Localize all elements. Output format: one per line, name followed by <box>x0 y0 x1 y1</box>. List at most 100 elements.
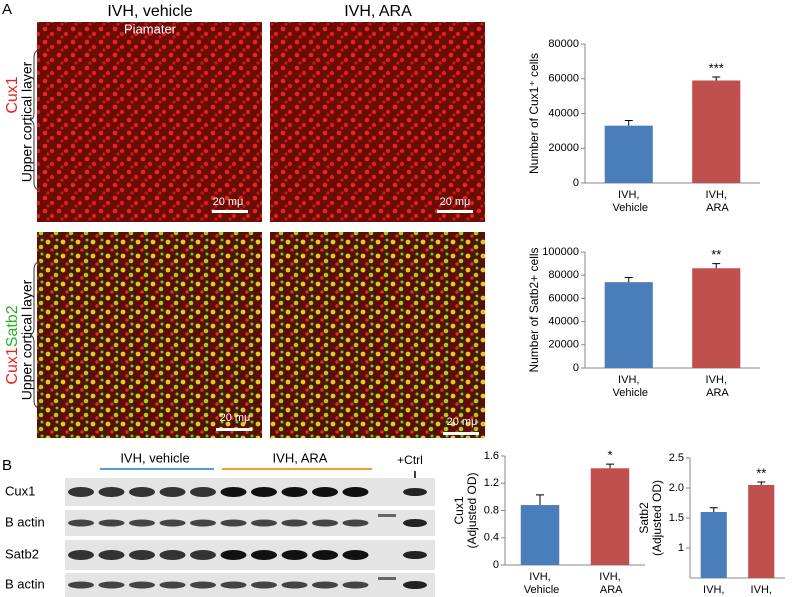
blot-band <box>251 550 277 560</box>
error-bar <box>709 507 718 512</box>
y-axis-label: (Adjusted OD) <box>465 472 479 548</box>
error-bar <box>757 481 766 485</box>
significance: ** <box>756 465 766 480</box>
x-tick-label: IVH, ARA <box>704 374 730 399</box>
blot-band <box>342 487 369 497</box>
blot-band <box>68 550 94 560</box>
blot-band <box>190 487 216 497</box>
micrograph <box>37 22 262 222</box>
blot-strip <box>65 478 435 506</box>
blot-band <box>220 550 247 560</box>
bar <box>590 468 630 565</box>
blot-band <box>281 550 308 560</box>
x-tick-label: IVH, ARA <box>597 571 623 596</box>
blot-band <box>281 519 308 527</box>
blot-band <box>220 581 247 589</box>
blot-band <box>159 581 186 589</box>
blot-band <box>403 488 427 496</box>
y-axis-label: Satb2 <box>637 502 651 534</box>
y-axis-label: (Adjusted OD) <box>650 480 664 556</box>
row-region: Upper cortical layer <box>19 61 35 182</box>
blot-band <box>251 581 277 589</box>
error-bar <box>712 76 721 81</box>
x-tick-label: IVH, ARA <box>704 189 730 214</box>
blot-band <box>98 519 125 527</box>
y-tick-label: 60000 <box>548 73 579 85</box>
blot-band <box>403 519 427 527</box>
y-tick-label: 0 <box>573 177 579 189</box>
scale-bars: 20 mμ 20 mμ 20 mμ 20 mμ <box>212 196 479 435</box>
micrograph <box>37 232 262 438</box>
micrograph <box>270 232 485 438</box>
bar <box>692 268 741 368</box>
y-axis-label: Number of Cux1⁺ cells <box>527 53 541 174</box>
x-tick-label: IVH, Vehicle <box>521 571 560 596</box>
scale-bar-label: 20 mμ <box>440 196 471 208</box>
y-tick-label: 0 <box>493 559 499 571</box>
blot-band <box>190 550 216 560</box>
blot-band <box>342 519 369 527</box>
blot-strip <box>65 573 435 597</box>
blot-band <box>129 487 155 497</box>
row-marker: Cux1 <box>4 347 21 384</box>
blot-band <box>251 519 277 527</box>
blot-band <box>342 581 369 589</box>
y-tick-label: 1.5 <box>669 512 684 524</box>
control-label: +Ctrl <box>397 453 423 467</box>
brace <box>29 261 41 409</box>
y-axis-label: Number of Satb2+ cells <box>527 247 541 372</box>
y-tick-label: 20000 <box>548 339 579 351</box>
blot-band <box>98 581 125 589</box>
bar <box>604 282 653 368</box>
row-marker: Cux1 <box>4 76 21 113</box>
error-bar <box>606 463 614 469</box>
error-bar <box>712 263 721 269</box>
y-tick-label: 100000 <box>542 246 579 258</box>
blot-band <box>251 487 277 497</box>
x-tick-label: IVH, Vehicle <box>609 189 648 214</box>
y-axis-label: Cux1 <box>452 496 466 524</box>
blot-band <box>220 487 247 497</box>
blot-band <box>68 487 94 497</box>
row-marker: Satb2 <box>4 305 21 347</box>
scale-bar <box>212 210 248 213</box>
blot-band <box>190 581 216 589</box>
blot-band <box>403 551 427 559</box>
blot-group-label: IVH, ARA <box>273 450 328 465</box>
bar <box>604 125 653 183</box>
blot-row-label: Cux1 <box>5 483 35 498</box>
blot-band <box>129 519 155 527</box>
scale-bar <box>437 210 473 213</box>
bar <box>748 485 775 578</box>
blot-band <box>312 519 338 527</box>
error-bar <box>536 494 544 506</box>
blot-strip <box>65 540 435 570</box>
blot-band <box>98 550 125 560</box>
ladder-band <box>378 577 396 580</box>
blot-band <box>159 550 186 560</box>
blot-band <box>403 581 427 589</box>
blot-strip <box>65 510 435 536</box>
blot-band <box>129 581 155 589</box>
blot-band <box>312 487 338 497</box>
y-tick-label: 40000 <box>548 316 579 328</box>
scale-bar-label: 20 mμ <box>220 412 251 424</box>
y-tick-label: 1.6 <box>484 450 499 462</box>
blot-band <box>190 519 216 527</box>
blot-band <box>220 519 247 527</box>
bar <box>700 512 727 578</box>
x-tick-label: IVH, Vehicle <box>609 374 648 399</box>
blot-band <box>68 581 94 589</box>
blot-band <box>98 487 125 497</box>
blot-band <box>129 550 155 560</box>
blot-group-label: IVH, vehicle <box>120 450 189 465</box>
scale-bar <box>216 428 252 431</box>
blot-band <box>281 581 308 589</box>
y-tick-label: 0.8 <box>484 504 499 516</box>
blot-band <box>159 487 186 497</box>
scale-bar-label: 20 mμ <box>213 196 244 208</box>
column-title: IVH, ARA <box>344 3 412 20</box>
y-tick-label: 1.2 <box>484 477 499 489</box>
blot-band <box>68 519 94 527</box>
